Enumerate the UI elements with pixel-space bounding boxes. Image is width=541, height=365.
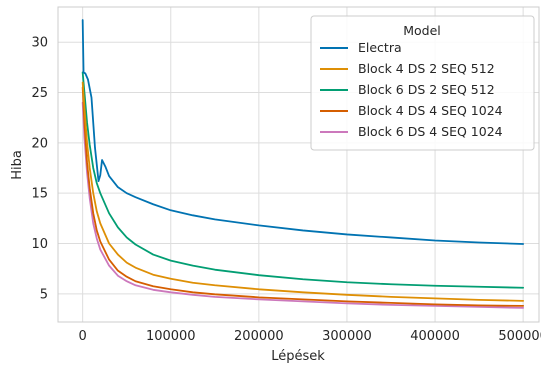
- x-tick-label: 300000: [322, 329, 372, 344]
- series-line-block-4-ds-2-seq-512: [81, 81, 525, 302]
- legend: Model Electra Block 4 DS 2 SEQ 512 Block 6…: [310, 15, 535, 151]
- x-axis-label: Lépések: [271, 349, 325, 364]
- legend-box: [310, 15, 535, 151]
- legend-entry-label: Block 4 DS 4 SEQ 1024: [358, 103, 503, 118]
- y-tick-label: 30: [31, 36, 48, 51]
- plot-frame: [57, 6, 540, 323]
- x-tick-labels: 0 100000 200000 300000 400000 500000: [79, 329, 541, 344]
- legend-entry-label: Block 6 DS 2 SEQ 512: [358, 82, 495, 97]
- y-tick-label: 5: [40, 287, 48, 302]
- legend-items: Electra Block 4 DS 2 SEQ 512 Block 6 DS 2 …: [320, 40, 503, 139]
- y-tick-label: 25: [31, 86, 48, 101]
- legend-entry-label: Block 6 DS 4 SEQ 1024: [358, 124, 503, 139]
- x-tick-label: 400000: [410, 329, 460, 344]
- y-tick-labels: 5 10 15 20 25 30: [31, 36, 48, 303]
- legend-title: Model: [403, 23, 441, 38]
- y-tick-label: 10: [31, 237, 48, 252]
- series-line-block-4-ds-4-seq-1024: [81, 86, 525, 307]
- x-tick-label: 200000: [234, 329, 284, 344]
- legend-entry-label: Electra: [358, 40, 402, 55]
- x-tick-label: 100000: [146, 329, 196, 344]
- series-layer: [81, 19, 525, 309]
- series-line-block-6-ds-2-seq-512: [81, 71, 525, 289]
- x-tick-label: 500000: [498, 329, 541, 344]
- y-tick-label: 20: [31, 136, 48, 151]
- y-axis-label: Hiba: [10, 150, 25, 180]
- y-tick-label: 15: [31, 187, 48, 202]
- legend-entry-label: Block 4 DS 2 SEQ 512: [358, 61, 495, 76]
- series-line-block-6-ds-4-seq-1024: [81, 101, 525, 309]
- x-tick-label: 0: [79, 329, 87, 344]
- series-line-electra: [81, 19, 525, 245]
